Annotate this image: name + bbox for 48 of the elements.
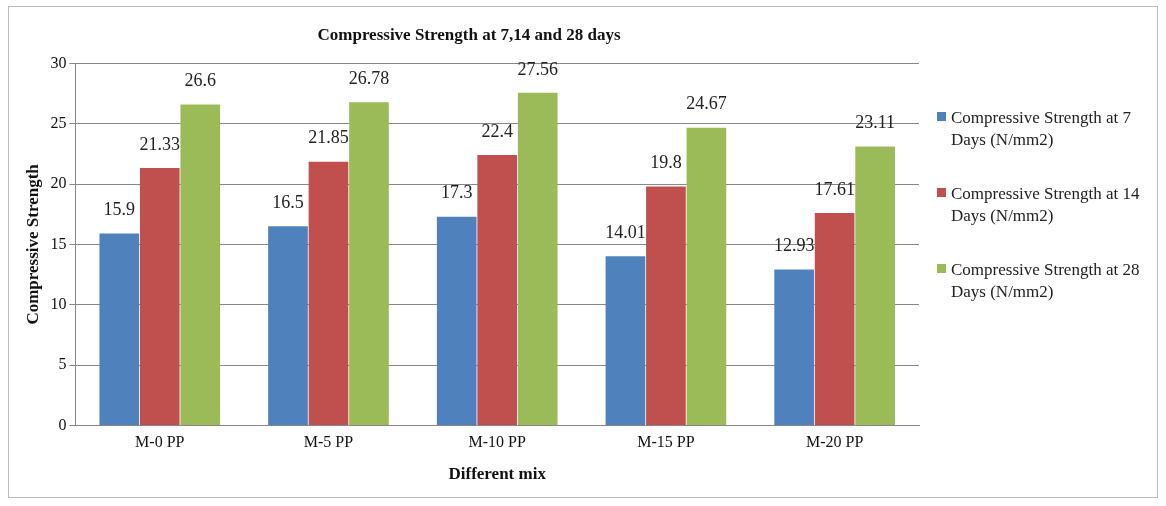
y-tick-label: 25 [50,113,67,131]
bar [99,233,140,425]
data-label: 26.6 [184,70,216,91]
y-tick-label: 5 [58,355,67,373]
data-label: 21.85 [308,127,349,148]
legend-label: Compressive Strength at 14 Days (N/mm2) [951,183,1141,227]
bar [517,92,558,425]
bar [686,127,727,425]
x-axis-title: Different mix [448,464,547,484]
data-label: 22.4 [481,120,513,141]
data-label: 16.5 [272,192,304,213]
bar [139,168,180,425]
bar [814,212,855,425]
data-label: 15.9 [103,199,136,220]
data-label: 12.93 [773,235,815,256]
data-label: 24.67 [686,93,727,114]
y-tick-label: 0 [58,415,67,433]
bar [855,146,895,425]
bar [180,104,221,425]
chart-title: Compressive Strength at 7,14 and 28 days [317,24,621,44]
x-tick-label: M-10 PP [468,433,526,451]
y-tick-label: 15 [50,234,67,252]
bar [268,226,308,425]
x-tick-label: M-5 PP [303,433,354,451]
x-tick-label: M-0 PP [135,433,185,451]
y-tick-label: 20 [50,174,67,192]
y-tick-label: 30 [50,53,67,71]
data-label: 19.8 [650,152,682,173]
bar [477,155,518,425]
data-label: 17.61 [814,178,855,199]
bar [605,256,646,425]
y-tick-label: 10 [50,294,67,312]
data-label: 23.11 [855,112,896,133]
bar [646,186,686,425]
data-label: 17.3 [440,182,473,203]
bar [308,161,349,425]
data-label: 26.78 [348,67,390,88]
bar [774,269,814,425]
data-label: 21.33 [139,133,181,154]
legend-label: Compressive Strength at 7 Days (N/mm2) [951,107,1132,151]
x-tick-label: M-15 PP [637,433,695,451]
y-axis-title: Compressive Strength [22,163,42,325]
bar [349,102,389,425]
bar [436,216,477,425]
x-tick-label: M-20 PP [805,433,864,451]
legend-label: Compressive Strength at 28 Days (N/mm2) [951,259,1141,303]
data-label: 27.56 [517,58,558,79]
data-label: 14.01 [605,222,646,243]
